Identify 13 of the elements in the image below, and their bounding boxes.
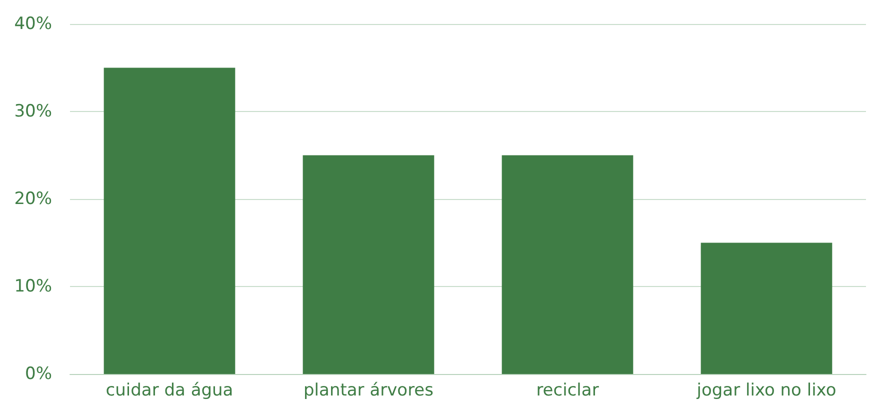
x-tick-label: reciclar	[536, 380, 599, 400]
y-tick-label: 30%	[14, 102, 52, 122]
y-tick-label: 10%	[14, 276, 52, 296]
x-tick-label: jogar lixo no lixo	[696, 380, 836, 400]
bar	[104, 68, 236, 374]
y-tick-label: 40%	[14, 14, 52, 34]
bar	[302, 155, 434, 374]
x-tick-label: cuidar da água	[106, 380, 234, 400]
y-tick-label: 20%	[14, 189, 52, 209]
x-tick-label: plantar árvores	[304, 380, 434, 400]
bar	[700, 242, 832, 374]
y-tick-label: 0%	[25, 364, 52, 384]
bar	[502, 155, 634, 374]
